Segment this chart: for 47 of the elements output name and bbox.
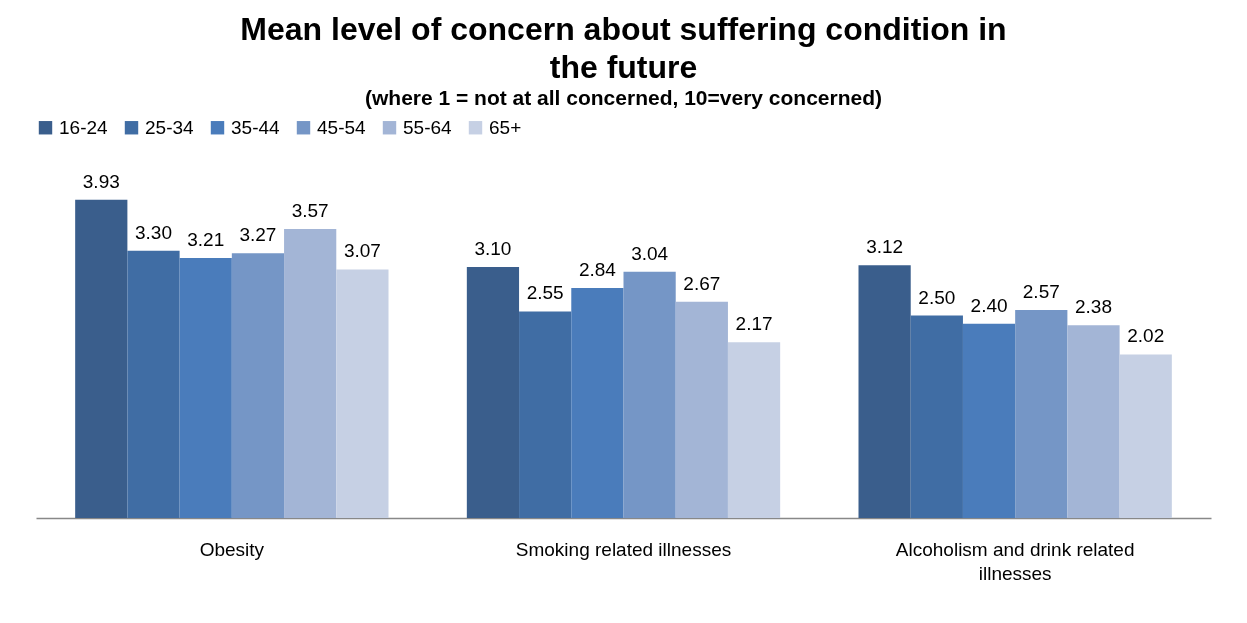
data-label: 2.17 — [735, 313, 773, 335]
bar — [75, 199, 128, 518]
bar — [519, 311, 572, 518]
data-label: 2.57 — [1022, 280, 1060, 302]
data-label: 2.50 — [918, 286, 956, 308]
data-label: 2.02 — [1127, 325, 1165, 347]
data-label: 2.55 — [526, 282, 564, 304]
legend-label: 16-24 — [59, 116, 109, 138]
chart-title: Mean level of concern about suffering condition in the future — [240, 11, 1007, 85]
bar — [1015, 309, 1068, 518]
bar — [962, 323, 1016, 518]
data-label: 3.27 — [239, 224, 277, 246]
bar — [910, 315, 963, 518]
x-tick-label: Alcoholism and drink related illnesses — [895, 538, 1135, 584]
bar — [127, 250, 180, 518]
bar — [336, 269, 389, 518]
data-label: 2.38 — [1075, 296, 1112, 318]
chart-subtitle: (where 1 = not at all concerned, 10=very concerned) — [364, 86, 883, 109]
legend-label: 45-54 — [317, 116, 367, 138]
legend-label: 55-64 — [403, 116, 453, 138]
bar — [727, 342, 781, 518]
bar — [231, 253, 285, 518]
legend-label: 35-44 — [231, 116, 281, 138]
data-label: 2.67 — [683, 272, 721, 294]
bar — [1119, 354, 1172, 518]
data-label: 3.10 — [474, 237, 512, 259]
bar — [466, 266, 520, 518]
data-label: 2.40 — [970, 294, 1008, 316]
data-label: 3.93 — [82, 170, 120, 192]
bar — [623, 271, 676, 518]
bar — [675, 301, 728, 518]
data-label: 2.84 — [578, 259, 617, 281]
bar — [179, 258, 232, 518]
legend-label: 25-34 — [145, 116, 195, 138]
data-label: 3.21 — [187, 229, 225, 251]
bar — [284, 228, 337, 518]
bar — [1067, 325, 1120, 518]
bar — [571, 288, 624, 518]
x-tick-label: Obesity — [199, 538, 265, 560]
data-label: 3.30 — [135, 221, 172, 243]
bar — [858, 265, 911, 518]
x-tick-label: Smoking related illnesses — [515, 538, 732, 560]
data-label: 3.57 — [291, 199, 329, 221]
legend-label: 65+ — [489, 116, 522, 138]
data-label: 3.04 — [631, 242, 669, 264]
data-label: 3.07 — [343, 240, 381, 262]
data-label: 3.12 — [866, 236, 904, 258]
